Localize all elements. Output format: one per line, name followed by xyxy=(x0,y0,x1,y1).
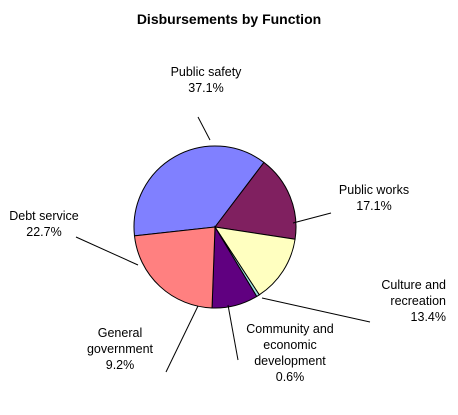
slice-label-4: General government 9.2% xyxy=(87,326,154,372)
slice-name-0: Public safety xyxy=(171,65,243,79)
slice-name-2: Culture and xyxy=(381,278,446,292)
leader-line-0 xyxy=(197,116,211,141)
leader-line-5 xyxy=(75,236,139,266)
slice-label-2: Culture and recreation 13.4% xyxy=(381,278,446,324)
slice-name-4: General xyxy=(98,326,142,340)
slice-percent-3: 0.6% xyxy=(276,370,305,384)
slice-name-5: Debt service xyxy=(9,209,79,223)
slice-label-3: Community and economic development 0.6% xyxy=(246,322,334,384)
pie-slice-2 xyxy=(213,226,296,296)
slice-name-3: Community and xyxy=(246,322,334,336)
pie-slice-0 xyxy=(133,145,265,237)
slice-percent-2: 13.4% xyxy=(411,310,446,324)
slice-name-1: Public works xyxy=(339,183,409,197)
leader-line-4 xyxy=(165,305,199,373)
slice-name-4: government xyxy=(87,342,154,356)
slice-percent-4: 9.2% xyxy=(106,358,135,372)
leader-line-3 xyxy=(227,304,239,361)
leader-line-1 xyxy=(292,212,332,224)
pie-slice-1 xyxy=(214,161,297,240)
slice-name-3: development xyxy=(254,354,326,368)
slice-percent-5: 22.7% xyxy=(26,225,61,239)
pie-slice-5 xyxy=(133,226,216,309)
slice-name-3: economic xyxy=(263,338,317,352)
slice-percent-0: 37.1% xyxy=(188,81,223,95)
slice-label-5: Debt service 22.7% xyxy=(9,209,79,239)
leader-line-2 xyxy=(261,297,371,323)
slice-percent-1: 17.1% xyxy=(356,199,391,213)
slice-label-1: Public works 17.1% xyxy=(339,183,409,213)
slice-name-2: recreation xyxy=(390,294,446,308)
chart-title: Disbursements by Function xyxy=(137,11,321,27)
slice-label-0: Public safety 37.1% xyxy=(171,65,243,95)
